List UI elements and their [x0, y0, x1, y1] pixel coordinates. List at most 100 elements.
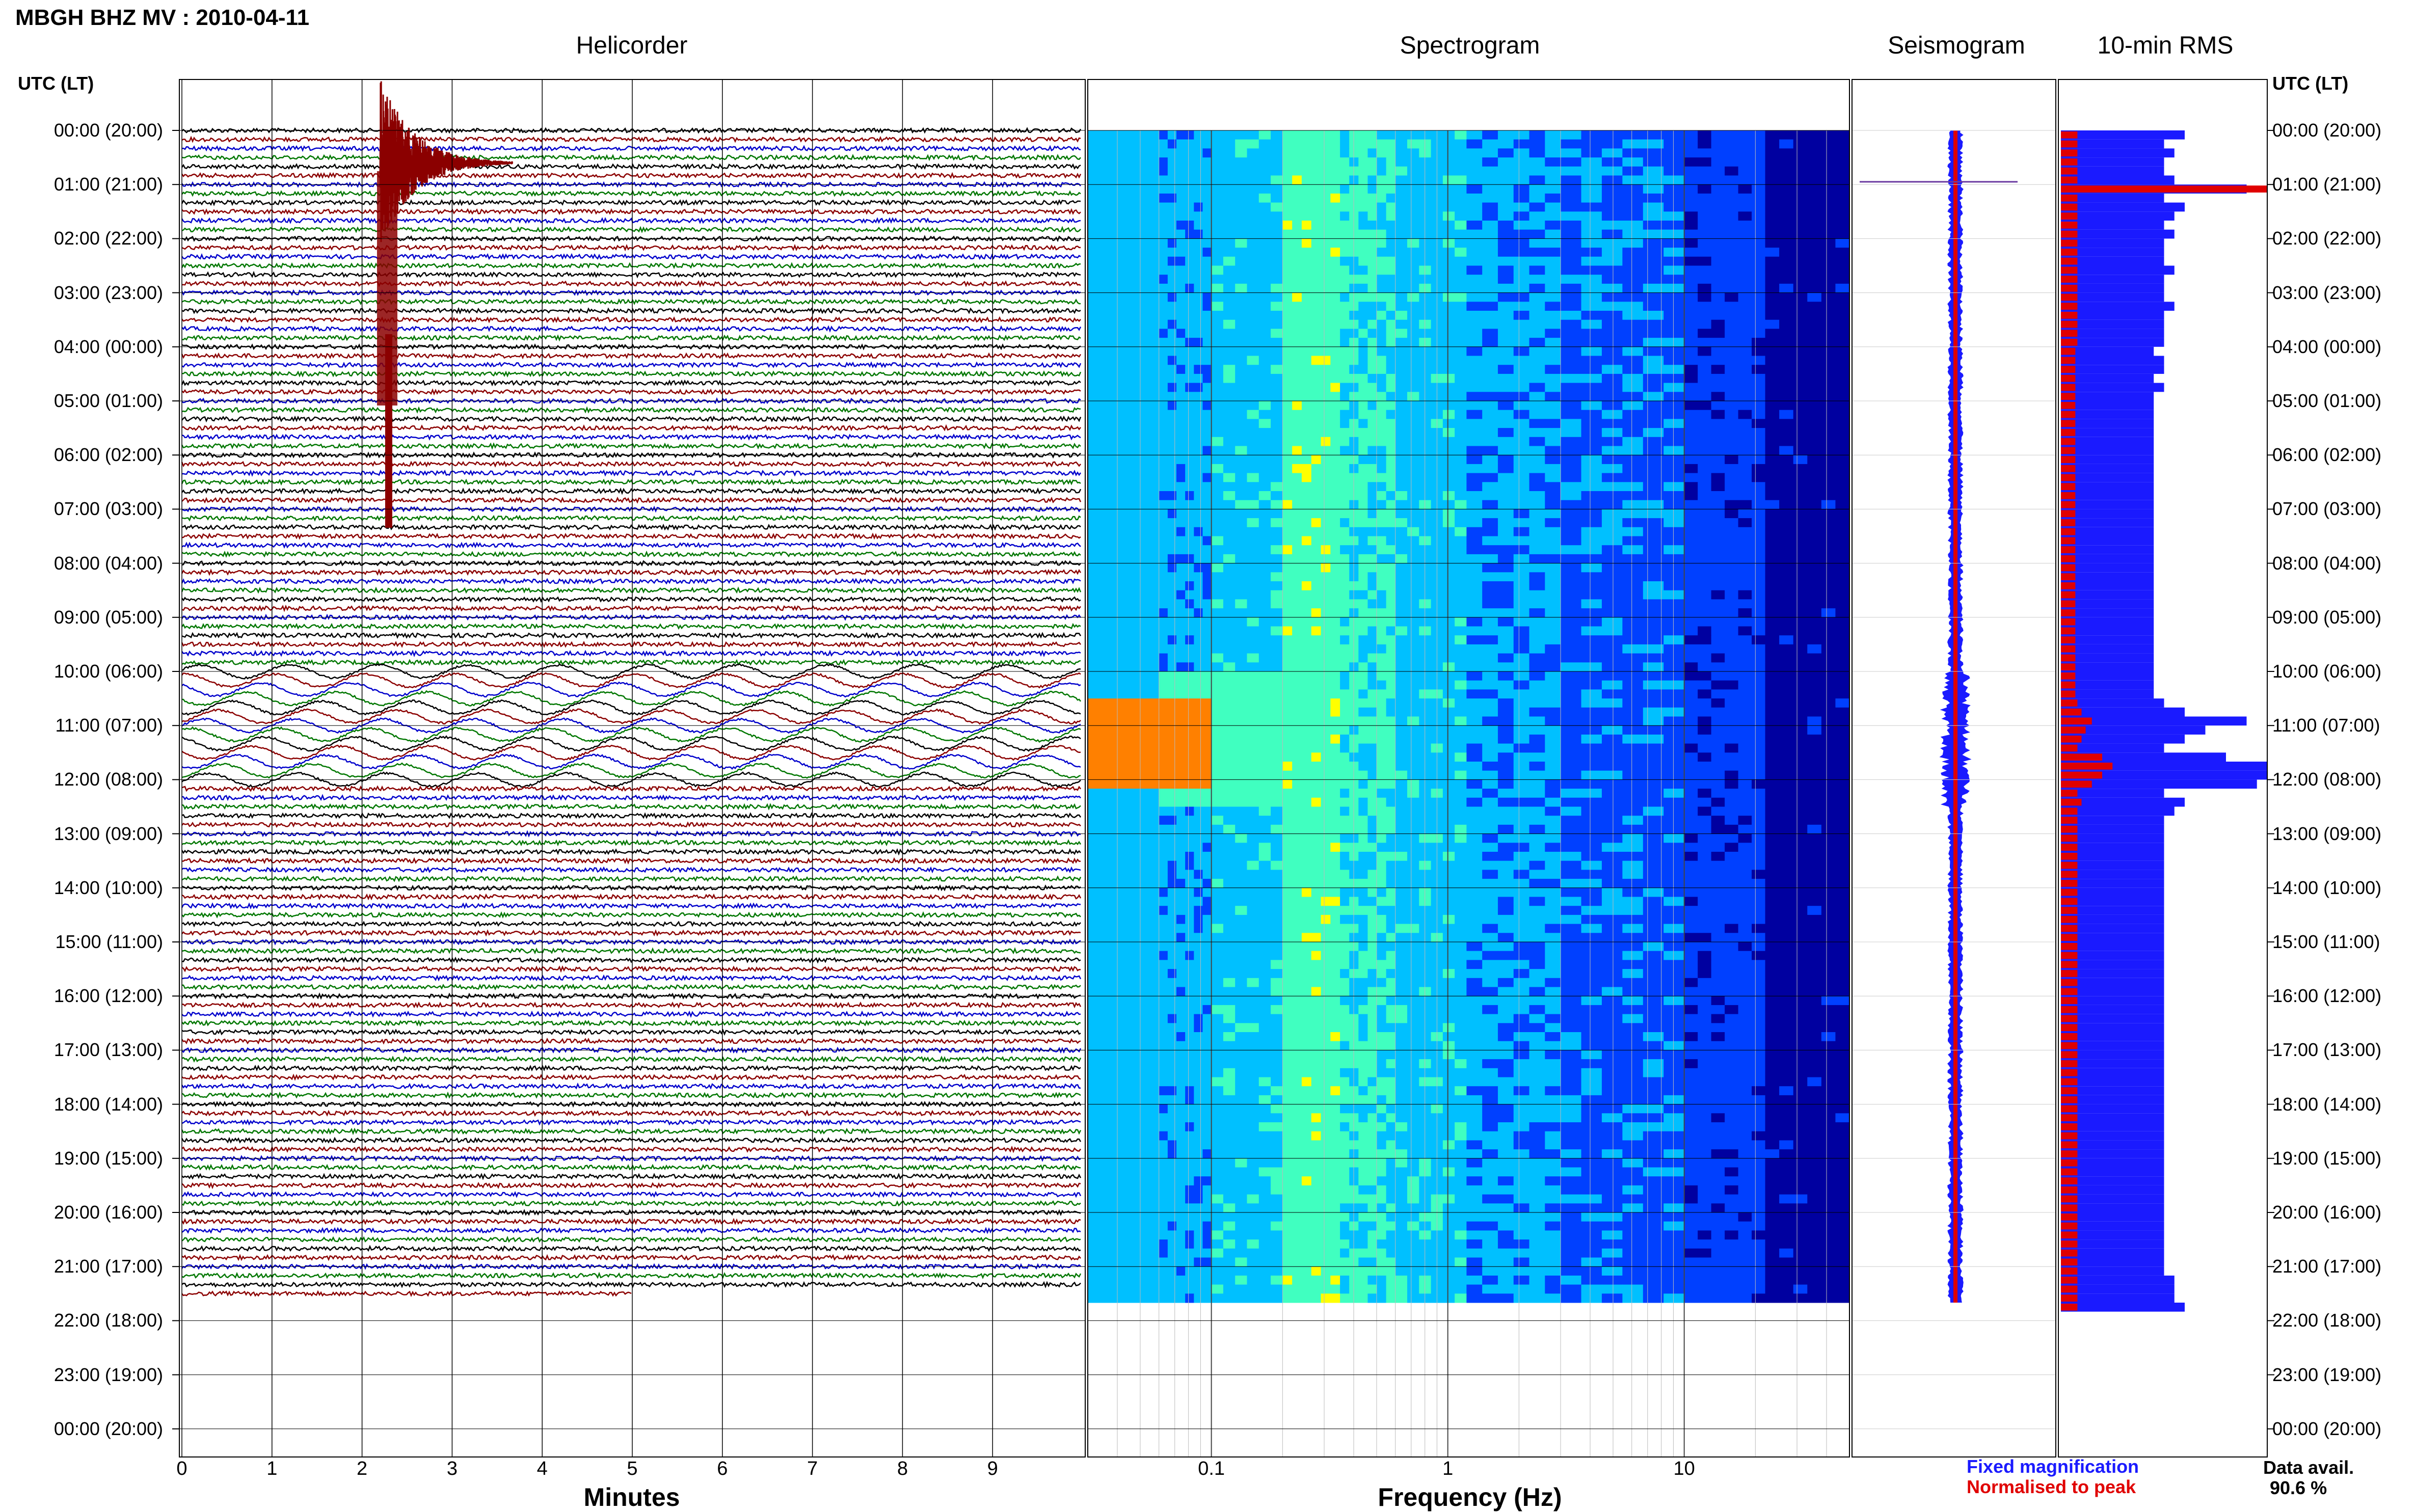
spectrogram-cell — [1147, 608, 1159, 617]
spectrogram-cell — [1765, 617, 1780, 627]
spectrogram-cell — [1396, 789, 1408, 798]
spectrogram-cell — [1643, 383, 1664, 392]
spectrogram-cell — [1443, 311, 1455, 320]
spectrogram-cell — [1752, 627, 1765, 636]
spectrogram-cell — [1514, 608, 1530, 617]
spectrogram-cell — [1311, 347, 1321, 356]
spectrogram-cell — [1545, 329, 1561, 338]
spectrogram-cell — [1292, 275, 1302, 284]
spectrogram-cell — [1622, 644, 1643, 654]
spectrogram-cell — [1725, 644, 1738, 654]
spectrogram-cell — [1302, 608, 1311, 617]
spectrogram-cell — [1321, 338, 1330, 347]
spectrogram-cell — [1358, 284, 1368, 293]
spectrogram-cell — [1752, 356, 1765, 365]
spectrogram-cell — [1247, 599, 1259, 608]
spectrogram-cell — [1168, 627, 1177, 636]
spectrogram-cell — [1643, 428, 1664, 437]
spectrogram-cell — [1498, 194, 1514, 203]
spectrogram-cell — [1514, 563, 1530, 573]
spectrogram-cell — [1302, 248, 1311, 257]
spectrogram-cell — [1643, 581, 1664, 590]
spectrogram-cell — [1088, 843, 1100, 852]
spectrogram-cell — [1168, 428, 1177, 437]
spectrogram-cell — [1135, 356, 1147, 365]
spectrogram-cell — [1302, 698, 1311, 708]
spectrogram-cell — [1602, 725, 1623, 735]
spectrogram-cell — [1321, 789, 1330, 798]
spectrogram-cell — [1292, 563, 1302, 573]
spectrogram-cell — [1482, 383, 1498, 392]
spectrogram-cell — [1099, 157, 1112, 167]
spectrogram-cell — [1581, 708, 1602, 717]
spectrogram-cell — [1185, 437, 1194, 446]
spectrogram-cell — [1498, 176, 1514, 185]
helicorder-trace — [182, 682, 1081, 697]
spectrogram-cell — [1302, 211, 1311, 221]
spectrogram-cell — [1185, 717, 1194, 726]
spectrogram-cell — [1292, 419, 1302, 428]
spectrogram-cell — [1545, 211, 1561, 221]
spectrogram-cell — [1282, 464, 1292, 473]
spectrogram-cell — [1807, 275, 1821, 284]
spectrogram-cell — [1247, 419, 1259, 428]
helicorder-trace — [182, 958, 1081, 962]
spectrogram-cell — [1247, 311, 1259, 320]
spectrogram-cell — [1482, 284, 1498, 293]
spectrogram-cell — [1698, 419, 1711, 428]
spectrogram-cell — [1396, 221, 1408, 230]
spectrogram-cell — [1807, 473, 1821, 482]
spectrogram-cell — [1202, 744, 1212, 753]
spectrogram-cell — [1159, 671, 1168, 681]
spectrogram-cell — [1185, 392, 1194, 401]
spectrogram-cell — [1561, 374, 1581, 383]
spectrogram-cell — [1168, 798, 1177, 807]
spectrogram-cell — [1202, 681, 1212, 690]
spectrogram-cell — [1271, 771, 1283, 780]
spectrogram-cell — [1088, 374, 1100, 383]
spectrogram-cell — [1482, 140, 1498, 149]
spectrogram-cell — [1602, 807, 1623, 816]
spectrogram-cell — [1738, 338, 1752, 347]
spectrogram-cell — [1212, 771, 1224, 780]
spectrogram-cell — [1396, 329, 1408, 338]
spectrogram-cell — [1302, 140, 1311, 149]
spectrogram-cell — [1367, 167, 1377, 176]
spectrogram-cell — [1711, 590, 1725, 600]
spectrogram-cell — [1194, 221, 1203, 230]
spectrogram-cell — [1581, 581, 1602, 590]
spectrogram-cell — [1123, 572, 1136, 581]
spectrogram-cell — [1561, 167, 1581, 176]
spectrogram-cell — [1147, 275, 1159, 284]
spectrogram-cell — [1292, 230, 1302, 239]
spectrogram-cell — [1752, 148, 1765, 157]
spectrogram-cell — [1135, 671, 1147, 681]
spectrogram-cell — [1159, 311, 1168, 320]
spectrogram-cell — [1202, 157, 1212, 167]
spectrogram-cell — [1194, 293, 1203, 302]
spectrogram-cell — [1793, 689, 1808, 698]
spectrogram-cell — [1821, 320, 1836, 329]
spectrogram-cell — [1386, 311, 1396, 320]
spectrogram-cell — [1088, 554, 1100, 563]
spectrogram-cell — [1663, 211, 1684, 221]
spectrogram-cell — [1358, 789, 1368, 798]
spectrogram-cell — [1223, 410, 1236, 419]
spectrogram-cell — [1271, 130, 1283, 140]
spectrogram-cell — [1793, 725, 1808, 735]
spectrogram-cell — [1123, 725, 1136, 735]
spectrogram-cell — [1711, 248, 1725, 257]
spectrogram-cell — [1779, 257, 1793, 266]
spectrogram-cell — [1725, 374, 1738, 383]
spectrogram-cell — [1302, 221, 1311, 230]
spectrogram-cell — [1684, 157, 1698, 167]
spectrogram-cell — [1367, 410, 1377, 419]
spectrogram-cell — [1168, 635, 1177, 644]
spectrogram-cell — [1099, 617, 1112, 627]
spectrogram-cell — [1223, 627, 1236, 636]
spectrogram-cell — [1698, 338, 1711, 347]
spectrogram-cell — [1407, 752, 1419, 762]
spectrogram-cell — [1212, 356, 1224, 365]
spectrogram-cell — [1330, 356, 1340, 365]
spectrogram-cell — [1135, 221, 1147, 230]
